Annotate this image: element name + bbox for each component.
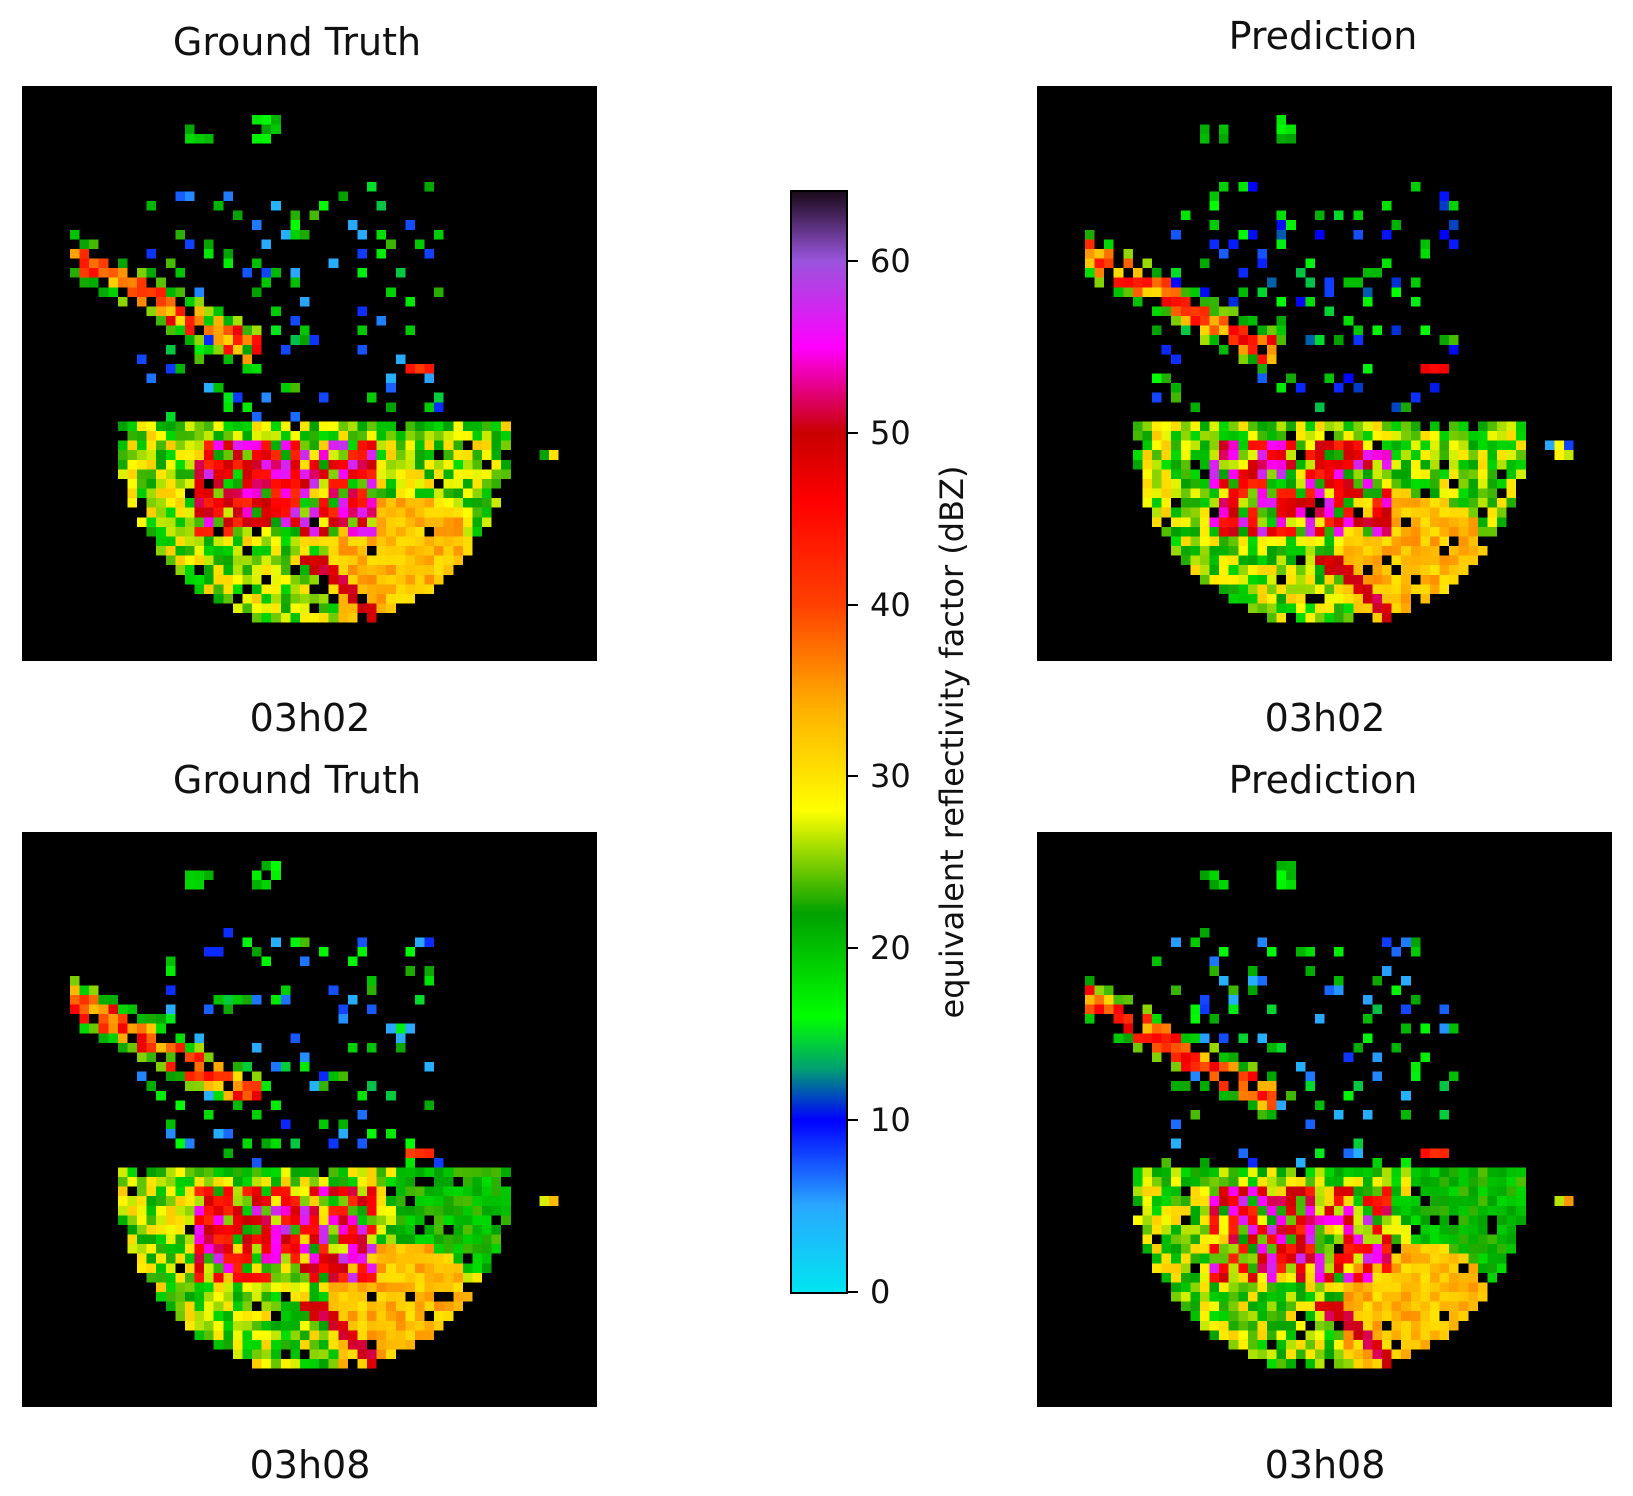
colorbar-tick-label: 30 — [870, 757, 911, 796]
heatmap-canvas — [1037, 86, 1612, 661]
panel-caption-prediction-0308: 03h08 — [1264, 1443, 1386, 1487]
colorbar-label: equivalent reflectivity factor (dBZ) — [933, 465, 971, 1019]
heatmap-canvas — [22, 86, 597, 661]
heatmap-prediction-0302 — [1037, 86, 1612, 661]
colorbar-tick-label: 10 — [870, 1101, 911, 1140]
panel-title-ground-truth-0302: Ground Truth — [172, 20, 422, 64]
panel-caption-ground-truth-0302: 03h02 — [249, 696, 371, 740]
heatmap-prediction-0308 — [1037, 832, 1612, 1407]
heatmap-ground-truth-0308 — [22, 832, 597, 1407]
colorbar-tick-label: 40 — [870, 585, 911, 624]
colorbar-tick — [848, 431, 858, 434]
panel-caption-ground-truth-0308: 03h08 — [249, 1443, 371, 1487]
heatmap-canvas — [1037, 832, 1612, 1407]
colorbar-tick-label: 50 — [870, 413, 911, 452]
panel-caption-prediction-0302: 03h02 — [1264, 696, 1386, 740]
colorbar-tick — [848, 1119, 858, 1122]
heatmap-ground-truth-0302 — [22, 86, 597, 661]
colorbar-tick-label: 0 — [870, 1273, 891, 1311]
colorbar-tick-label: 60 — [870, 241, 911, 280]
colorbar — [790, 190, 848, 1294]
colorbar-tick-label: 20 — [870, 929, 911, 968]
colorbar-tick — [848, 1291, 858, 1293]
heatmap-canvas — [22, 832, 597, 1407]
panel-title-prediction-0302: Prediction — [1228, 14, 1418, 58]
colorbar-tick — [848, 947, 858, 950]
colorbar-tick — [848, 259, 858, 262]
colorbar-tick — [848, 775, 858, 778]
colorbar-tick — [848, 603, 858, 606]
panel-title-prediction-0308: Prediction — [1228, 758, 1418, 802]
panel-title-ground-truth-0308: Ground Truth — [172, 758, 422, 802]
